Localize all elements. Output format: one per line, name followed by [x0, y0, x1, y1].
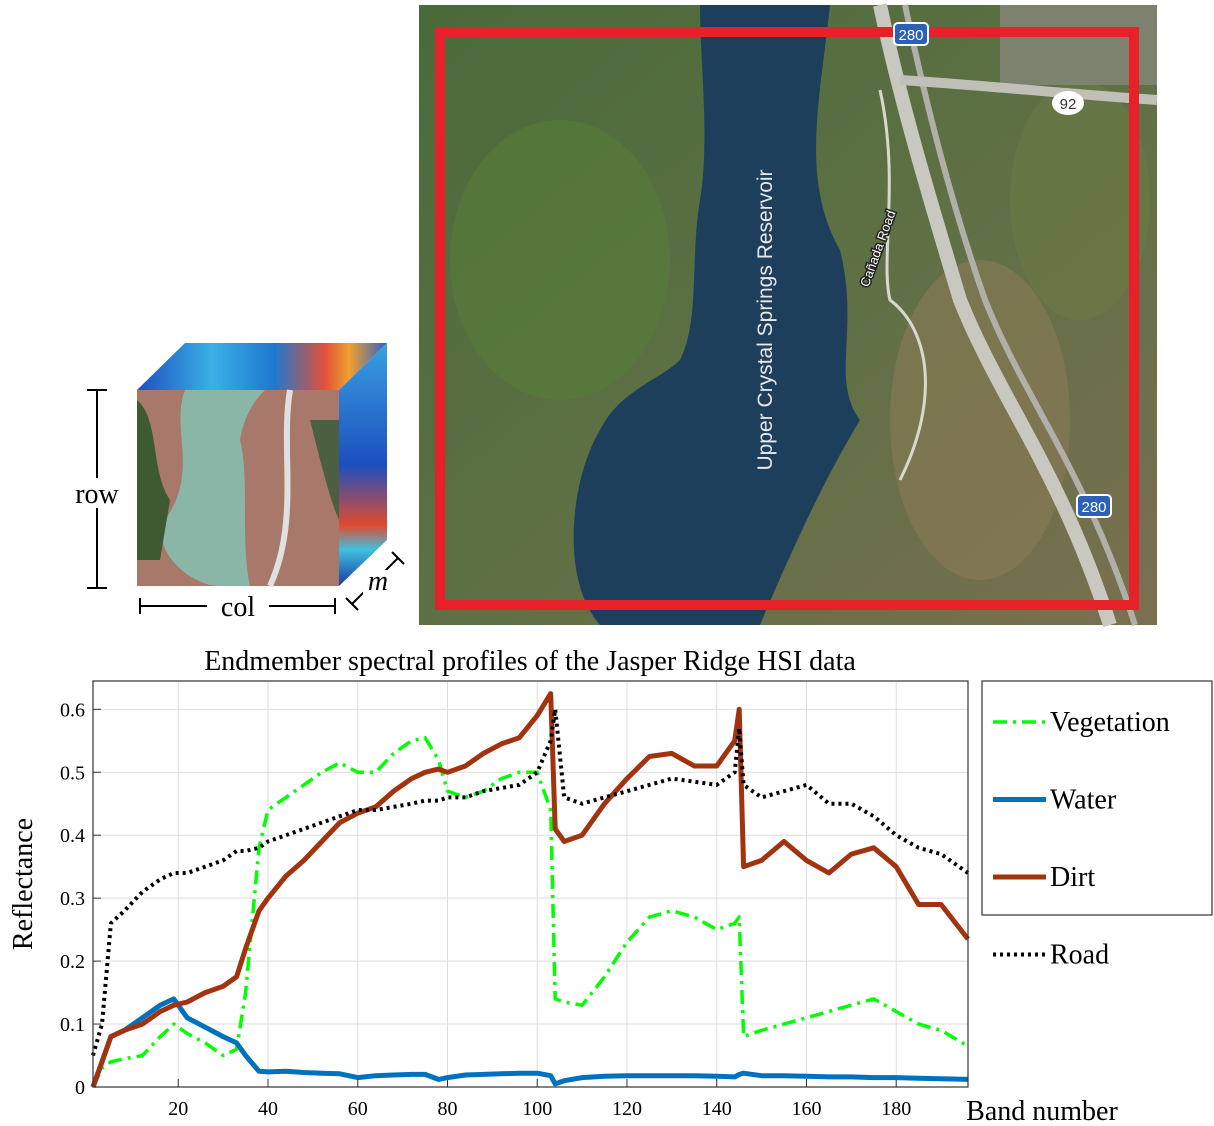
highway-label: 280 [898, 27, 923, 44]
y-tick-label: 0.6 [60, 699, 85, 721]
col-label: col [221, 592, 255, 623]
legend-label: Water [1050, 785, 1117, 816]
row-label: row [75, 479, 119, 510]
figure: row col m Upper Crystal Springs Reservoi… [0, 0, 1214, 1126]
x-tick-label: 140 [702, 1098, 732, 1120]
y-tick-label: 0.3 [60, 888, 85, 910]
reservoir-label: Upper Crystal Springs Reservoir [754, 169, 777, 470]
band-label: m [368, 566, 388, 597]
y-tick-label: 0.4 [60, 825, 85, 847]
y-tick-label: 0.1 [60, 1014, 85, 1036]
y-tick-label: 0.2 [60, 951, 85, 973]
x-tick-label: 80 [437, 1098, 457, 1120]
y-tick-label: 0 [75, 1077, 85, 1099]
y-axis-label: Reflectance [8, 818, 39, 950]
x-tick-label: 20 [168, 1098, 188, 1120]
chart: Endmember spectral profiles of the Jaspe… [8, 646, 1212, 1126]
hsi-cube: row col m [62, 343, 404, 623]
x-tick-label: 120 [612, 1098, 642, 1120]
x-tick-label: 160 [791, 1098, 821, 1120]
y-tick-label: 0.5 [60, 762, 85, 784]
highway-label: 92 [1060, 96, 1077, 113]
highway-label: 280 [1081, 499, 1106, 516]
legend-label: Dirt [1050, 862, 1095, 893]
plot-area [93, 681, 968, 1087]
satellite-map: Upper Crystal Springs Reservoir Cañada R… [419, 5, 1157, 625]
legend-label: Road [1050, 940, 1109, 971]
legend-label: Vegetation [1050, 707, 1170, 738]
x-axis-label: Band number [966, 1096, 1118, 1126]
x-tick-label: 180 [881, 1098, 911, 1120]
x-tick-label: 100 [522, 1098, 552, 1120]
x-tick-label: 60 [348, 1098, 368, 1120]
x-tick-label: 40 [258, 1098, 278, 1120]
chart-title: Endmember spectral profiles of the Jaspe… [204, 646, 856, 677]
